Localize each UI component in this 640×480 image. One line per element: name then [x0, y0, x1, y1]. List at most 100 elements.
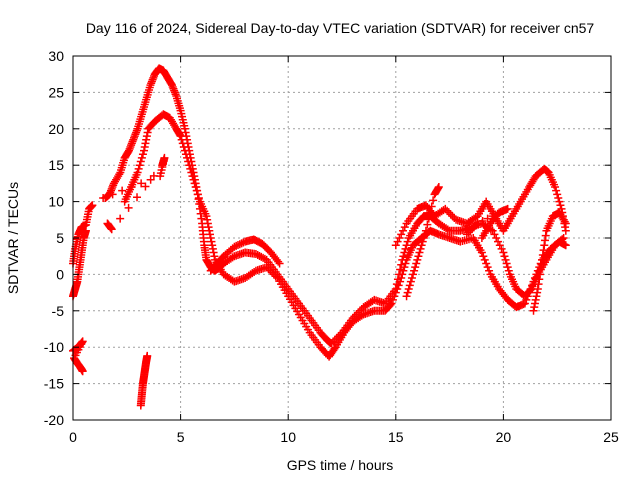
data-point	[483, 214, 492, 223]
data-point	[464, 228, 473, 237]
x-tick-label: 10	[280, 429, 296, 445]
data-point	[266, 266, 275, 275]
data-point	[264, 264, 273, 273]
data-point	[407, 274, 416, 283]
data-point	[530, 274, 539, 283]
data-point	[401, 244, 410, 253]
data-point	[193, 190, 202, 199]
data-point	[462, 230, 471, 239]
series-track-tail-high	[391, 164, 570, 250]
data-point	[88, 201, 97, 210]
tick-layer: 0 5 10 15 20 25 -20 -15 -10 -5 0 5 10 15 20 25 30	[44, 48, 619, 445]
data-point	[136, 157, 145, 166]
series-isolated-3h-low	[136, 351, 152, 410]
data-point	[191, 183, 200, 192]
y-tick-label: 25	[48, 84, 64, 100]
data-point	[398, 270, 407, 279]
data-point	[403, 288, 412, 297]
data-point	[390, 292, 399, 301]
x-axis-title: GPS time / hours	[287, 457, 394, 473]
data-point	[424, 214, 433, 223]
data-point	[493, 209, 502, 218]
data-point	[420, 230, 429, 239]
data-point	[561, 241, 570, 250]
data-point	[405, 281, 414, 290]
data-point	[444, 208, 453, 217]
data-point	[400, 263, 409, 272]
data-point	[192, 186, 201, 195]
data-point	[520, 299, 529, 308]
series-track-hump-8h	[206, 235, 284, 275]
data-point	[417, 241, 426, 250]
data-point	[427, 202, 436, 211]
series-track-early-neg	[69, 226, 90, 301]
data-point	[485, 266, 494, 275]
data-point	[237, 239, 246, 248]
y-tick-label: 5	[56, 230, 64, 246]
data-point	[107, 225, 116, 234]
data-point	[483, 263, 492, 272]
y-axis-title: SDTVAR / TECUs	[5, 182, 21, 294]
data-point	[561, 219, 570, 228]
data-point	[490, 230, 499, 239]
data-point	[108, 190, 117, 199]
data-point	[406, 277, 415, 286]
data-point	[502, 259, 511, 268]
data-point	[419, 234, 428, 242]
data-point	[478, 217, 487, 226]
data-point	[498, 207, 507, 216]
y-tick-label: -5	[52, 303, 65, 319]
data-point	[184, 157, 193, 166]
data-point	[183, 153, 192, 162]
data-point	[327, 339, 336, 348]
y-tick-label: -15	[44, 376, 64, 392]
data-point	[394, 281, 403, 290]
x-tick-label: 20	[496, 429, 512, 445]
data-point	[357, 311, 366, 320]
y-tick-label: -20	[44, 412, 64, 428]
data-point	[127, 183, 136, 192]
data-point	[396, 277, 405, 286]
data-point	[137, 153, 146, 162]
data-point	[179, 143, 188, 151]
data-point	[556, 201, 565, 210]
x-tick-label: 15	[388, 429, 404, 445]
data-point	[480, 255, 489, 264]
y-tick-label: 10	[48, 194, 64, 210]
data-point	[523, 292, 532, 301]
data-point	[393, 237, 402, 246]
data-point	[402, 292, 411, 301]
data-point	[189, 175, 198, 184]
data-point	[235, 240, 244, 249]
data-point	[397, 274, 406, 283]
data-point	[393, 284, 402, 293]
data-point	[466, 226, 475, 235]
data-point	[473, 219, 482, 228]
series-track-main-peak	[101, 64, 568, 348]
data-point	[133, 193, 142, 202]
data-point	[135, 161, 144, 170]
data-point	[423, 220, 432, 229]
data-point	[275, 259, 284, 268]
data-point	[418, 237, 427, 246]
data-point	[274, 257, 283, 266]
data-point	[495, 241, 504, 250]
data-point	[551, 183, 560, 192]
y-tick-label: -10	[44, 339, 64, 355]
series-track-neg-cluster	[69, 337, 87, 376]
data-point	[81, 226, 90, 235]
data-point	[479, 252, 488, 261]
data-point	[188, 172, 197, 181]
data-point	[330, 344, 339, 353]
data-point	[497, 244, 506, 253]
data-point	[271, 272, 280, 281]
data-point	[178, 139, 187, 148]
data-point	[499, 248, 508, 257]
data-point	[187, 168, 196, 177]
data-point	[233, 241, 242, 250]
y-tick-label: 20	[48, 121, 64, 137]
data-point	[181, 150, 190, 159]
data-point	[268, 268, 277, 277]
y-tick-label: 30	[48, 48, 64, 64]
data-point	[434, 183, 443, 192]
